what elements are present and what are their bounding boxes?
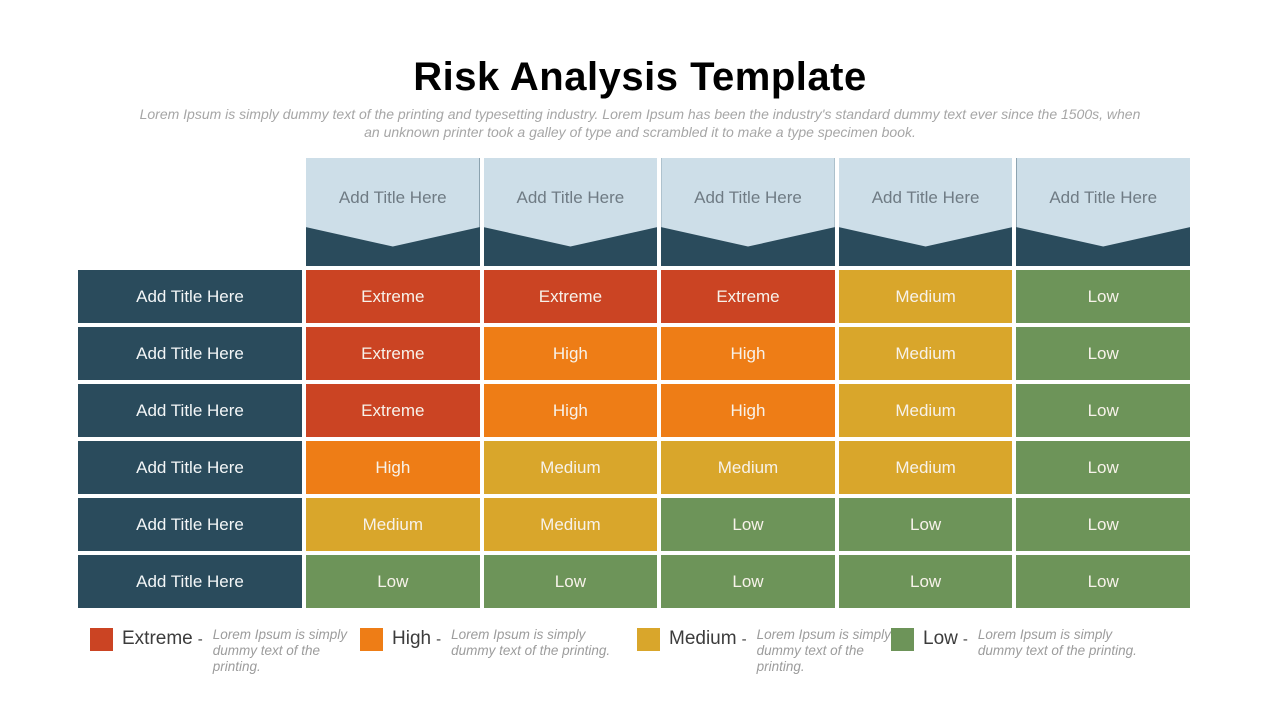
risk-cell-r6c3: Low (661, 555, 835, 608)
risk-cell-r4c3: Medium (661, 441, 835, 494)
legend-name: Medium (669, 628, 737, 649)
risk-cell-r5c2: Medium (483, 498, 658, 551)
row-header-2[interactable]: Add Title Here (78, 327, 302, 380)
column-header-chevron-shape: Add Title Here (838, 158, 1013, 247)
risk-cell-r4c2: Medium (483, 441, 658, 494)
column-header-chevron-shape: Add Title Here (483, 158, 658, 247)
legend-description: Lorem Ipsum is simply dummy text of the … (212, 627, 348, 674)
subtitle-line-1: Lorem Ipsum is simply dummy text of the … (139, 106, 1141, 122)
risk-cell-r6c5: Low (1016, 555, 1190, 608)
legend-dash: - (436, 631, 442, 648)
row-header-5[interactable]: Add Title Here (78, 498, 302, 551)
risk-matrix: Add Title Here Add Title Here Add Title He… (78, 158, 1190, 608)
risk-cell-r3c5: Low (1016, 384, 1190, 437)
risk-cell-r6c1: Low (306, 555, 480, 608)
risk-cell-r1c4: Medium (838, 270, 1013, 323)
risk-cell-r5c1: Medium (306, 498, 480, 551)
column-header-2[interactable]: Add Title Here (483, 158, 658, 266)
column-header-5[interactable]: Add Title Here (1016, 158, 1190, 266)
legend-swatch-medium (637, 628, 660, 651)
legend-description: Lorem Ipsum is simply dummy text of the … (756, 627, 891, 674)
legend-item-low: Low - Lorem Ipsum is simply dummy text of … (891, 626, 1137, 659)
risk-cell-r2c4: Medium (838, 327, 1013, 380)
legend-dash: - (197, 631, 203, 648)
risk-cell-r3c3: High (661, 384, 835, 437)
row-header-6[interactable]: Add Title Here (78, 555, 302, 608)
column-header-label: Add Title Here (1049, 188, 1158, 207)
risk-cell-r2c3: High (661, 327, 835, 380)
risk-cell-r1c2: Extreme (483, 270, 658, 323)
column-header-3[interactable]: Add Title Here (661, 158, 835, 266)
risk-cell-r4c4: Medium (838, 441, 1013, 494)
legend-name: High (392, 628, 432, 649)
risk-cell-r2c5: Low (1016, 327, 1190, 380)
legend-description: Lorem Ipsum is simply dummy text of the … (977, 627, 1137, 658)
subtitle-line-2: an unknown printer took a galley of type… (364, 123, 916, 140)
risk-cell-r1c1: Extreme (306, 270, 480, 323)
risk-cell-r3c2: High (483, 384, 658, 437)
legend-dash: - (741, 631, 747, 648)
matrix-corner-spacer (78, 158, 302, 266)
legend-item-high: High - Lorem Ipsum is simply dummy text of… (360, 626, 637, 659)
legend-dash: - (962, 631, 968, 648)
risk-cell-r4c1: High (306, 441, 480, 494)
column-header-label: Add Title Here (871, 188, 980, 207)
risk-cell-r6c4: Low (838, 555, 1013, 608)
risk-cell-r5c4: Low (838, 498, 1013, 551)
risk-cell-r2c2: High (483, 327, 658, 380)
legend-swatch-extreme (90, 628, 113, 651)
risk-cell-r1c5: Low (1016, 270, 1190, 323)
column-header-chevron-shape: Add Title Here (1016, 158, 1190, 247)
row-header-4[interactable]: Add Title Here (78, 441, 302, 494)
legend-item-medium: Medium - Lorem Ipsum is simply dummy text … (637, 626, 891, 675)
risk-cell-r4c5: Low (1016, 441, 1190, 494)
legend-name: Low (923, 628, 958, 649)
row-header-3[interactable]: Add Title Here (78, 384, 302, 437)
column-header-chevron-shape: Add Title Here (661, 158, 835, 247)
column-header-chevron-shape: Add Title Here (306, 158, 480, 247)
column-header-4[interactable]: Add Title Here (838, 158, 1013, 266)
legend-item-extreme: Extreme - Lorem Ipsum is simply dummy text… (90, 626, 360, 675)
legend-name: Extreme (122, 628, 193, 649)
page-title: Risk Analysis Template (413, 55, 867, 99)
row-header-1[interactable]: Add Title Here (78, 270, 302, 323)
risk-cell-r5c5: Low (1016, 498, 1190, 551)
legend: Extreme - Lorem Ipsum is simply dummy text… (90, 626, 1190, 675)
column-header-label: Add Title Here (516, 188, 625, 207)
risk-cell-r1c3: Extreme (661, 270, 835, 323)
risk-cell-r6c2: Low (483, 555, 658, 608)
legend-description: Lorem Ipsum is simply dummy text of the … (451, 627, 611, 658)
risk-cell-r2c1: Extreme (306, 327, 480, 380)
subtitle: Lorem Ipsum is simply dummy text of the … (0, 106, 1280, 141)
column-header-1[interactable]: Add Title Here (306, 158, 480, 266)
legend-swatch-low (891, 628, 914, 651)
column-header-label: Add Title Here (694, 188, 802, 207)
legend-swatch-high (360, 628, 383, 651)
risk-cell-r5c3: Low (661, 498, 835, 551)
risk-cell-r3c4: Medium (838, 384, 1013, 437)
column-header-label: Add Title Here (338, 188, 447, 207)
risk-cell-r3c1: Extreme (306, 384, 480, 437)
